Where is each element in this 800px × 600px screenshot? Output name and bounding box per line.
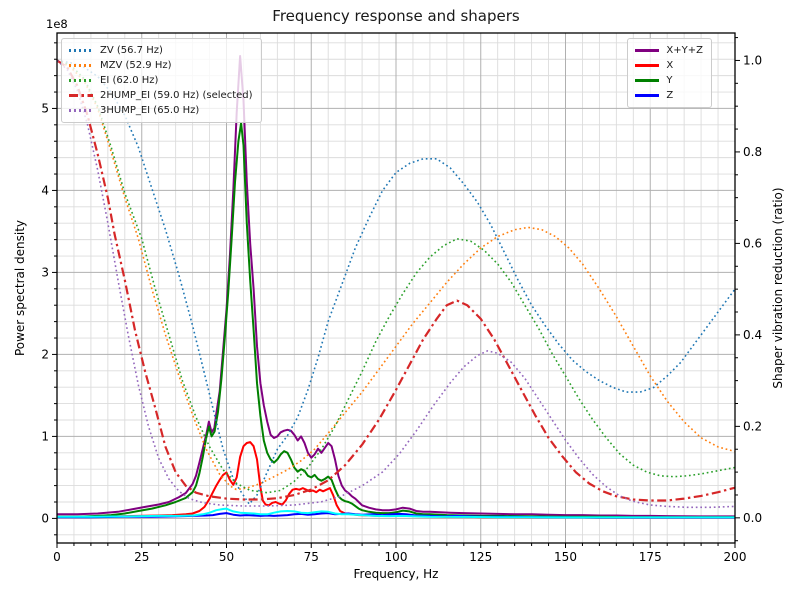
legend-item-z: Z: [635, 88, 703, 103]
legend-item-mzv: MZV (52.9 Hz): [69, 58, 253, 73]
legend-line-sample-ei: [69, 79, 93, 82]
series-3hump-ei-line: [57, 59, 735, 509]
ticks: [52, 37, 740, 548]
x-tick-label: 50: [219, 550, 234, 564]
y-right-tick-label: 0.6: [743, 236, 762, 250]
series-ei-line: [57, 59, 735, 494]
legend-label-x: X: [666, 60, 674, 71]
series-mzv-line: [57, 59, 735, 491]
y-right-tick-label: 0.8: [743, 145, 762, 159]
y-right-tick-label: 1.0: [743, 53, 762, 67]
legend-item-3hump-ei: 3HUMP_EI (65.0 Hz): [69, 103, 253, 118]
series-x-y-z-line: [57, 55, 735, 518]
legend-label-3hump-ei: 3HUMP_EI (65.0 Hz): [100, 105, 200, 116]
x-tick-label: 25: [134, 550, 149, 564]
y-left-tick-label: 2: [41, 347, 49, 361]
legend-label-ei: EI (62.0 Hz): [100, 75, 159, 86]
legend-item-x-y-z: X+Y+Z: [635, 43, 703, 58]
series-2hump-ei-line: [57, 59, 735, 502]
y-right-axis-label: Shaper vibration reduction (ratio): [771, 187, 785, 389]
legend-line-sample-z: [635, 94, 660, 97]
y-right-tick-label: 0.2: [743, 419, 762, 433]
x-tick-label: 175: [639, 550, 662, 564]
legend-item-y: Y: [635, 73, 703, 88]
y-right-tick-label: 0.4: [743, 328, 762, 342]
legend-label-mzv: MZV (52.9 Hz): [100, 60, 172, 71]
legend-label-z: Z: [666, 90, 674, 101]
psd-legend: X+Y+Z X Y Z: [627, 38, 712, 108]
series-y-line: [57, 122, 735, 519]
y-left-tick-label: 0: [41, 511, 49, 525]
series-group: [57, 55, 735, 519]
y-left-tick-label: 1: [41, 429, 49, 443]
legend-line-sample-3hump-ei: [69, 109, 93, 112]
x-tick-label: 200: [724, 550, 747, 564]
legend-label-y: Y: [666, 75, 673, 86]
legend-label-x-y-z: X+Y+Z: [666, 45, 703, 56]
y-left-tick-label: 3: [41, 265, 49, 279]
y-left-axis-label: Power spectral density: [13, 219, 27, 357]
x-tick-label: 100: [385, 550, 408, 564]
legend-line-sample-y: [635, 79, 660, 82]
series-cyan-line: [57, 507, 735, 519]
legend-item-zv: ZV (56.7 Hz): [69, 43, 253, 58]
legend-label-2hump-ei: 2HUMP_EI (59.0 Hz) (selected): [100, 90, 253, 101]
y-right-tick-label: 0.0: [743, 511, 762, 525]
x-tick-label: 150: [554, 550, 577, 564]
x-tick-label: 125: [469, 550, 492, 564]
legend-line-sample-2hump-ei: [69, 94, 93, 97]
tick-labels: 0 25 50 75 100 125 150 175 200 0 1 2 3 4 5 0.0 0.2 0.4 0.6…: [41, 53, 762, 563]
legend-line-sample-mzv: [69, 64, 93, 67]
legend-item-ei: EI (62.0 Hz): [69, 73, 253, 88]
legend-item-x: X: [635, 58, 703, 73]
y-left-tick-label: 5: [41, 101, 49, 115]
legend-line-sample-zv: [69, 49, 93, 52]
series-zv-line: [57, 59, 735, 505]
x-tick-label: 0: [53, 550, 61, 564]
x-axis-label: Frequency, Hz: [353, 567, 439, 581]
legend-line-sample-x-y-z: [635, 49, 660, 52]
x-tick-label: 75: [304, 550, 319, 564]
legend-line-sample-x: [635, 64, 660, 67]
chart-title: Frequency response and shapers: [272, 7, 520, 25]
legend-item-2hump-ei: 2HUMP_EI (59.0 Hz) (selected): [69, 88, 253, 103]
y-left-offset-text: 1e8: [46, 17, 68, 31]
shaper-legend: ZV (56.7 Hz) MZV (52.9 Hz) EI (62.0 Hz) 2HU…: [61, 38, 262, 123]
legend-label-zv: ZV (56.7 Hz): [100, 45, 163, 56]
y-left-tick-label: 4: [41, 183, 49, 197]
